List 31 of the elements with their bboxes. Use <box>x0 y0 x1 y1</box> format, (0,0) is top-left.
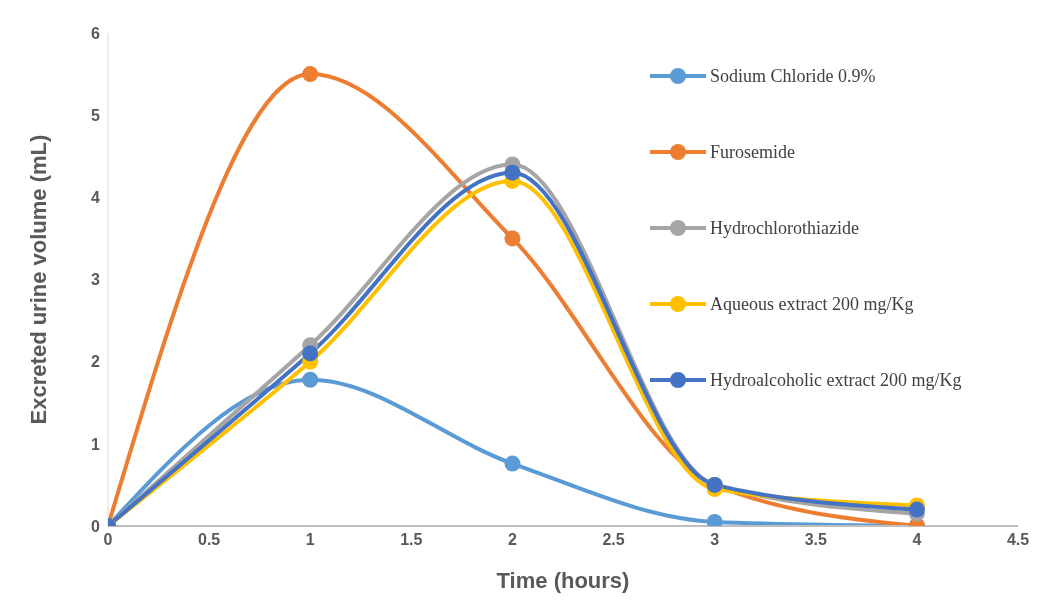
x-tick-label: 4.5 <box>1006 531 1030 549</box>
x-tick-label: 2.5 <box>602 531 625 549</box>
y-axis-title: Excreted urine volume (mL) <box>25 134 51 425</box>
y-tick-label: 2 <box>91 353 101 371</box>
x-tick-label: 4 <box>912 531 922 549</box>
y-tick-label: 4 <box>91 189 101 207</box>
x-tick-label: 0 <box>103 531 113 549</box>
point <box>908 501 925 518</box>
x-tick-label: 1.5 <box>400 531 423 549</box>
legend-label: Hydrochlorothiazide <box>710 217 859 239</box>
x-tick-label: 1 <box>305 531 315 549</box>
point <box>504 164 521 181</box>
legend-label: Aqueous extract 200 mg/Kg <box>710 293 914 315</box>
x-tick-label: 3.5 <box>804 531 827 549</box>
x-axis-title: Time (hours) <box>496 568 630 593</box>
y-tick-label: 5 <box>91 106 101 124</box>
legend-label: Sodium Chloride 0.9% <box>710 65 876 87</box>
x-tick-label: 0.5 <box>197 531 221 549</box>
point <box>504 455 521 472</box>
point <box>302 345 319 362</box>
legend-label: Furosemide <box>710 141 795 163</box>
y-tick-label: 6 <box>91 24 101 42</box>
y-tick-label: 0 <box>91 517 101 535</box>
point <box>504 230 521 247</box>
y-tick-label: 1 <box>91 435 101 453</box>
legend-label: Hydroalcoholic extract 200 mg/Kg <box>710 369 962 391</box>
point <box>302 66 319 83</box>
point <box>302 371 319 388</box>
x-tick-label: 3 <box>710 531 720 549</box>
y-tick-label: 3 <box>91 271 101 289</box>
x-tick-label: 2 <box>507 531 517 549</box>
